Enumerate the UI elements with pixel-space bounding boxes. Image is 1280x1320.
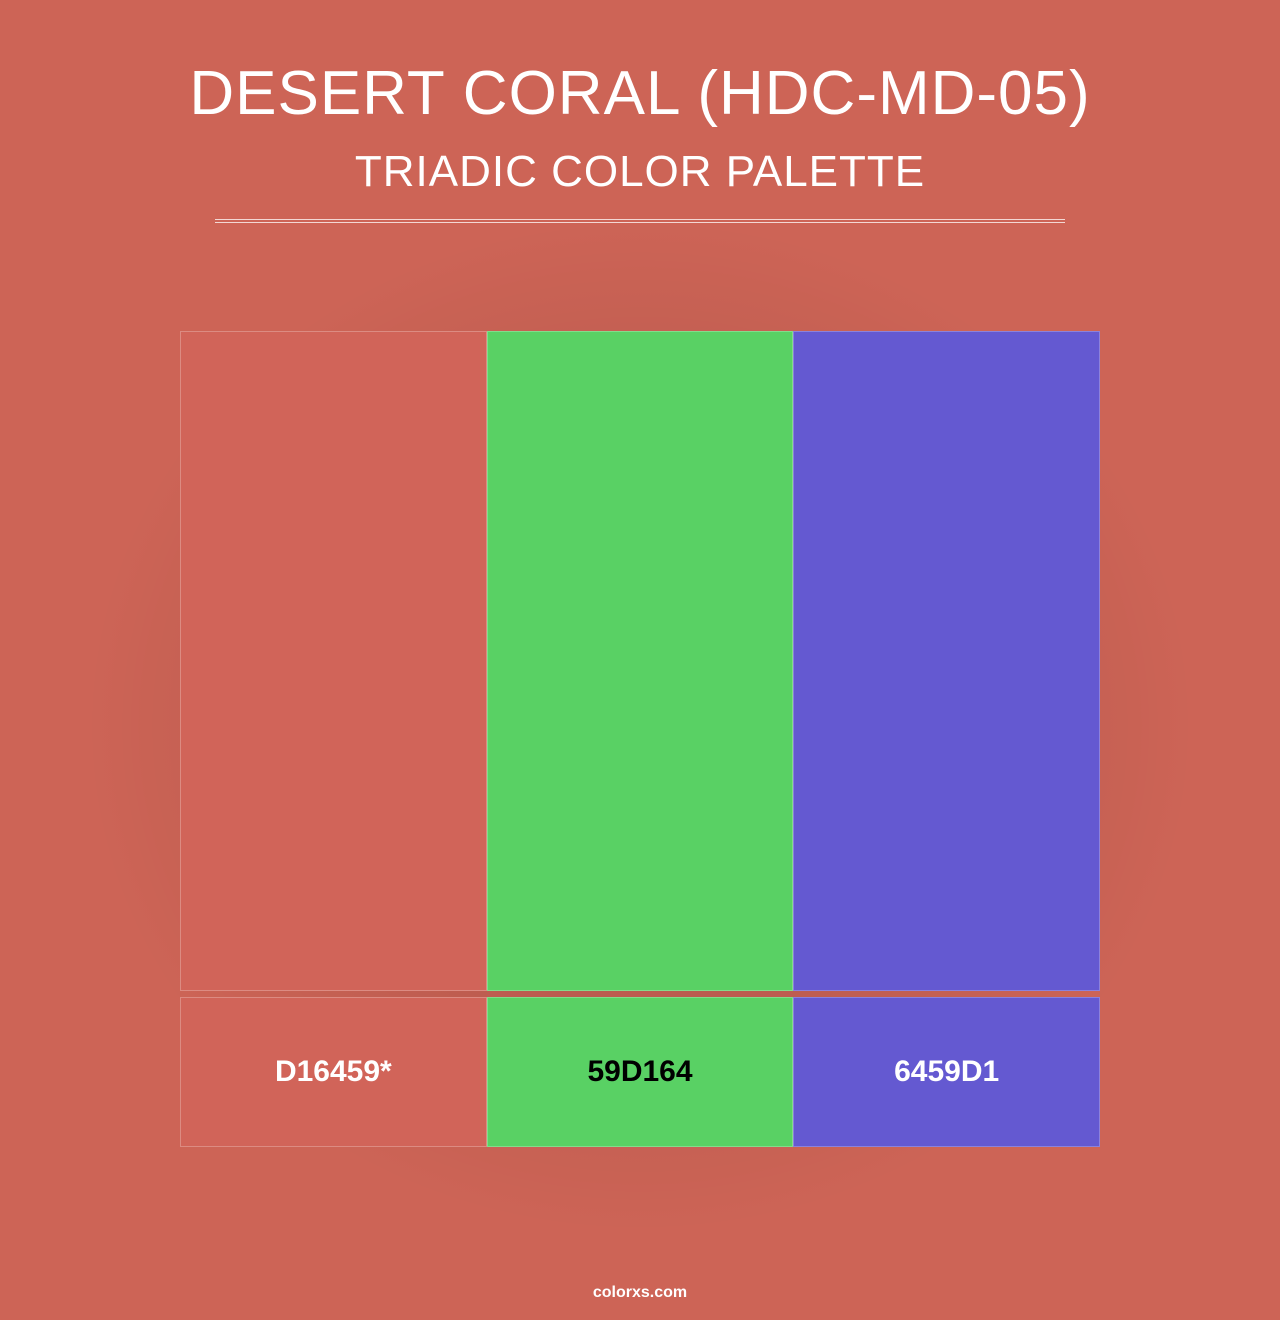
- swatch-2: [487, 331, 794, 991]
- swatch-label-2: 59D164: [487, 997, 794, 1147]
- footer-attribution: colorxs.com: [0, 1284, 1280, 1302]
- page-subtitle: TRIADIC COLOR PALETTE: [355, 147, 925, 197]
- page-title: DESERT CORAL (HDC-MD-05): [189, 58, 1090, 129]
- swatch-label-1: D16459*: [180, 997, 487, 1147]
- label-row: D16459* 59D164 6459D1: [180, 997, 1100, 1147]
- swatch-3: [793, 331, 1100, 991]
- swatch-row: [180, 331, 1100, 991]
- palette-container: D16459* 59D164 6459D1: [180, 331, 1100, 1147]
- swatch-label-3: 6459D1: [793, 997, 1100, 1147]
- header-divider: [215, 219, 1065, 223]
- content-wrapper: DESERT CORAL (HDC-MD-05) TRIADIC COLOR P…: [0, 0, 1280, 1320]
- swatch-1: [180, 331, 487, 991]
